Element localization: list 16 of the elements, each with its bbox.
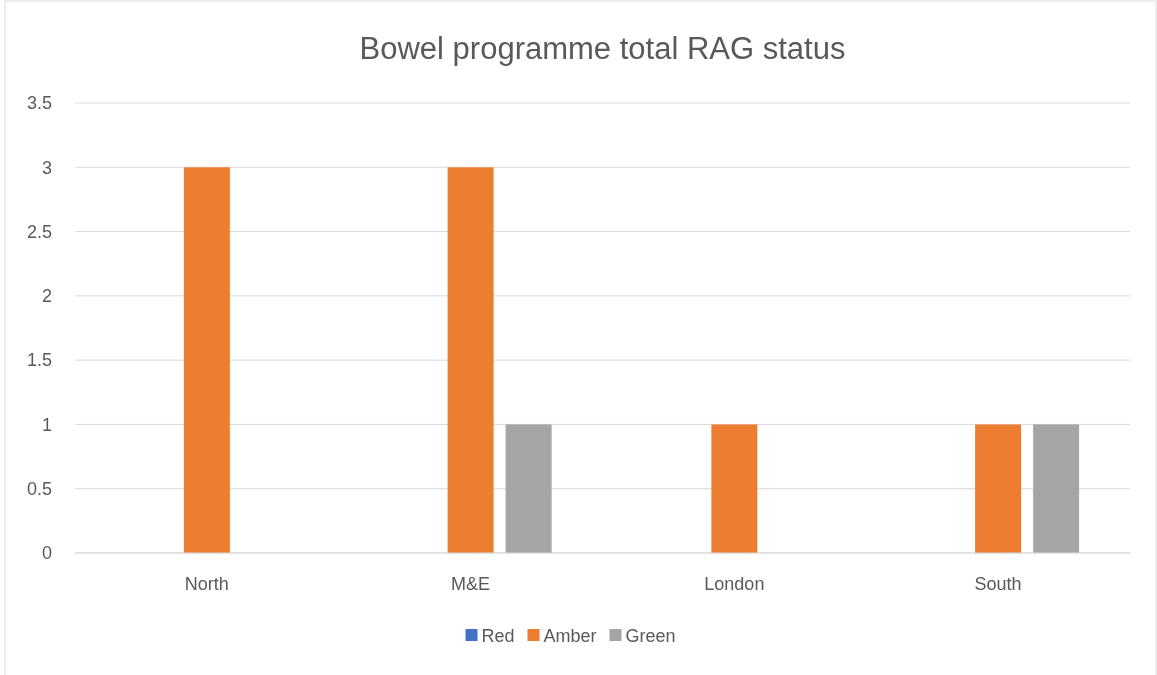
- y-tick-label: 1.5: [26, 350, 52, 371]
- y-tick-label: 2.5: [26, 221, 52, 242]
- x-tick-label: South: [974, 574, 1022, 594]
- x-tick-label: London: [704, 574, 765, 594]
- legend-label: Green: [625, 626, 676, 647]
- y-tick-label: 3: [41, 157, 52, 178]
- y-tick-label: 2: [41, 286, 52, 307]
- y-tick-label: 1: [41, 414, 52, 435]
- x-tick-label: M&E: [451, 574, 491, 594]
- legend-label: Red: [481, 626, 515, 647]
- chart-title: Bowel programme total RAG status: [359, 31, 846, 66]
- x-tick-label: North: [184, 574, 229, 594]
- y-tick-label: 0: [41, 543, 52, 564]
- y-tick-label: 0.5: [26, 479, 52, 500]
- y-tick-label: 3.5: [26, 93, 52, 114]
- legend-label: Amber: [543, 626, 597, 647]
